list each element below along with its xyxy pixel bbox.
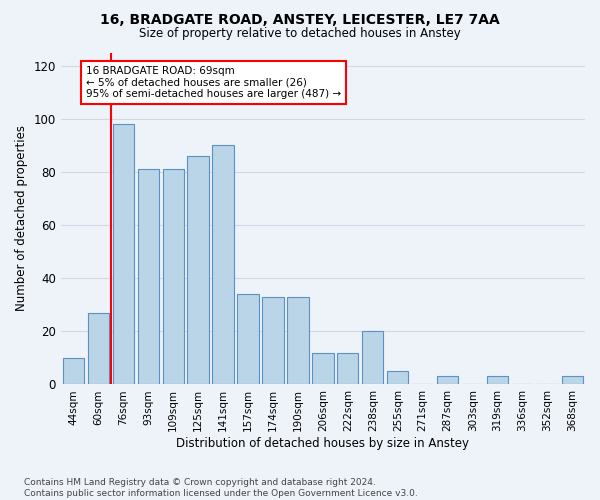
Bar (487, 376, 508, 384)
Bar (262, 297, 284, 384)
Bar (362, 332, 383, 384)
Bar (163, 170, 184, 384)
Bar (387, 371, 409, 384)
Bar (113, 124, 134, 384)
Y-axis label: Number of detached properties: Number of detached properties (15, 126, 28, 312)
Bar (312, 352, 334, 384)
Text: Contains HM Land Registry data © Crown copyright and database right 2024.
Contai: Contains HM Land Registry data © Crown c… (24, 478, 418, 498)
Bar (238, 294, 259, 384)
X-axis label: Distribution of detached houses by size in Anstey: Distribution of detached houses by size … (176, 437, 469, 450)
Text: 16, BRADGATE ROAD, ANSTEY, LEICESTER, LE7 7AA: 16, BRADGATE ROAD, ANSTEY, LEICESTER, LE… (100, 12, 500, 26)
Text: 16 BRADGATE ROAD: 69sqm
← 5% of detached houses are smaller (26)
95% of semi-det: 16 BRADGATE ROAD: 69sqm ← 5% of detached… (86, 66, 341, 99)
Bar (337, 352, 358, 384)
Text: Size of property relative to detached houses in Anstey: Size of property relative to detached ho… (139, 28, 461, 40)
Bar (62, 358, 84, 384)
Bar (187, 156, 209, 384)
Bar (88, 313, 109, 384)
Bar (212, 146, 233, 384)
Bar (437, 376, 458, 384)
Bar (137, 170, 159, 384)
Bar (287, 297, 308, 384)
Bar (562, 376, 583, 384)
